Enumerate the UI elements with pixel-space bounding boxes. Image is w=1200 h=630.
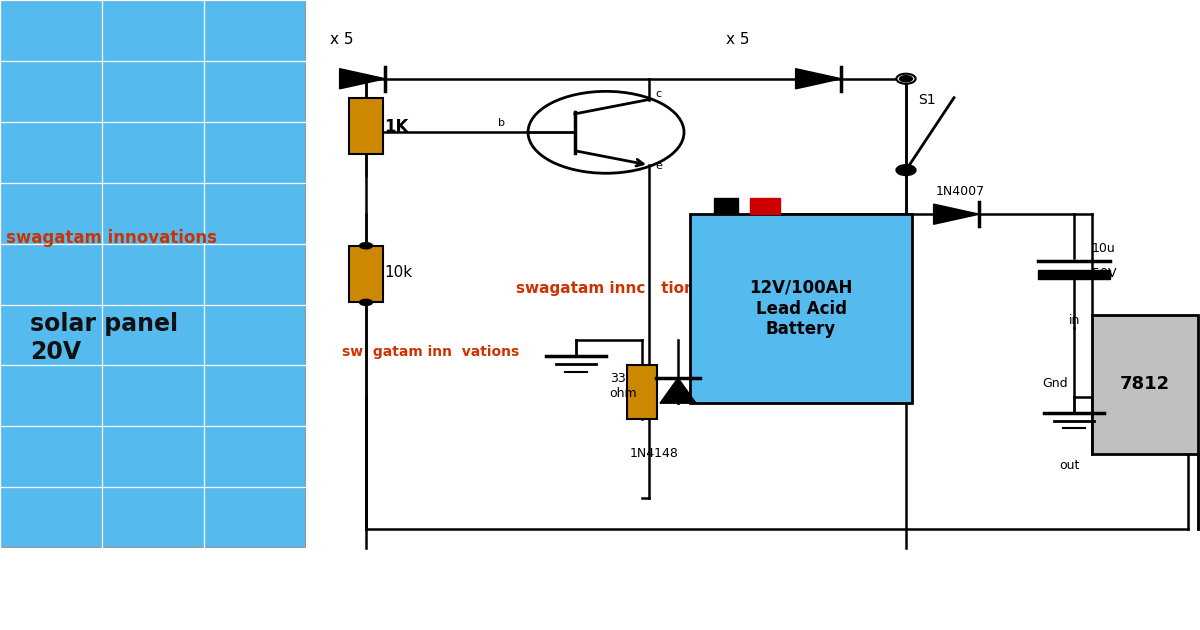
Bar (349, 98, 383, 154)
Text: solar panel
20V: solar panel 20V (30, 312, 178, 364)
Text: swagatam innc   tions: swagatam innc tions (516, 281, 704, 296)
Text: 1N4148: 1N4148 (630, 447, 679, 460)
Text: b: b (498, 118, 505, 128)
Polygon shape (934, 204, 979, 224)
Text: 10k: 10k (384, 265, 412, 280)
Text: c: c (655, 89, 661, 100)
Bar (1038, 270, 1110, 279)
Text: in: in (1069, 314, 1080, 328)
Bar (690, 214, 912, 403)
Circle shape (896, 74, 916, 84)
Polygon shape (660, 378, 696, 403)
Text: out: out (1060, 459, 1080, 472)
Bar (628, 365, 658, 419)
Bar (1092, 315, 1198, 454)
Circle shape (899, 75, 913, 83)
Circle shape (359, 75, 373, 83)
Bar (714, 198, 738, 214)
Text: Gnd: Gnd (1043, 377, 1068, 391)
Bar (0, 0, 306, 548)
Circle shape (896, 165, 916, 175)
Text: 10u: 10u (1092, 242, 1116, 255)
Polygon shape (340, 69, 385, 89)
Text: 1K: 1K (384, 118, 408, 136)
Text: e: e (655, 161, 661, 171)
Text: sw  gatam inn  vations: sw gatam inn vations (342, 345, 520, 359)
Text: 12V/100AH
Lead Acid
Battery: 12V/100AH Lead Acid Battery (749, 279, 853, 338)
Text: 33
ohm: 33 ohm (610, 372, 637, 400)
Text: S1: S1 (918, 93, 936, 107)
Bar (349, 246, 383, 302)
Text: 50V: 50V (1092, 267, 1116, 280)
Circle shape (359, 242, 373, 249)
Bar (750, 198, 780, 214)
Circle shape (359, 299, 373, 306)
Text: 7812: 7812 (1120, 375, 1170, 393)
Text: 1N4007: 1N4007 (936, 185, 985, 198)
Text: x 5: x 5 (726, 32, 750, 47)
Polygon shape (796, 69, 841, 89)
Text: swagatam innovations: swagatam innovations (6, 229, 217, 246)
Text: x 5: x 5 (330, 32, 354, 47)
